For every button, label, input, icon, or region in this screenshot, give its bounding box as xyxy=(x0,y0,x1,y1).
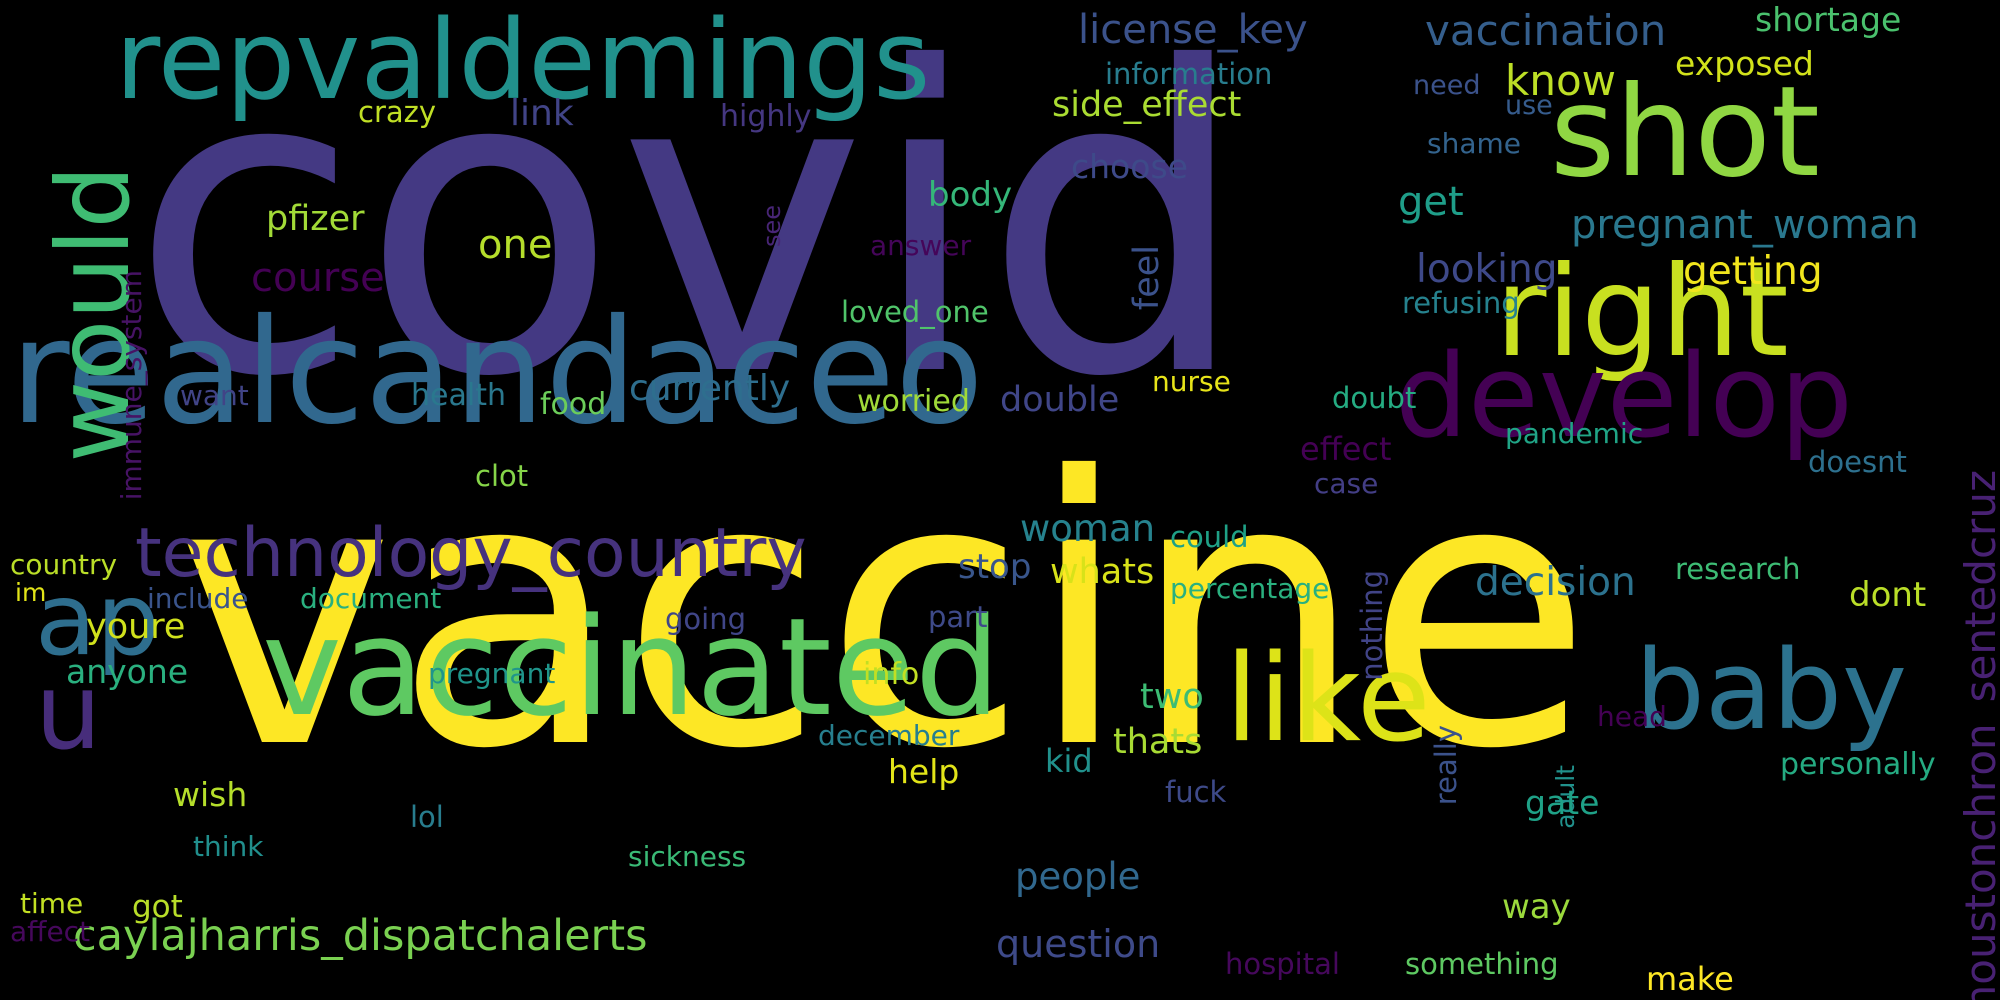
word-see: see xyxy=(758,205,786,248)
word-really: really xyxy=(1429,725,1463,806)
word-got: got xyxy=(132,889,183,925)
word-exposed: exposed xyxy=(1675,44,1814,83)
word-looking: looking xyxy=(1416,247,1558,292)
word-course: course xyxy=(251,255,385,301)
word-stop: stop xyxy=(958,547,1032,587)
word-nothing: nothing xyxy=(1355,570,1389,681)
word-fuck: fuck xyxy=(1165,775,1227,809)
word-covid: covid xyxy=(130,0,1250,469)
word-info: info xyxy=(863,657,920,692)
word-pregnant-woman: pregnant_woman xyxy=(1571,202,1919,248)
word-vaccine: vaccine xyxy=(175,400,1593,830)
word-one: one xyxy=(478,222,553,268)
word-immune-system: immune_system xyxy=(115,270,148,501)
word-time: time xyxy=(20,887,84,920)
word-anyone: anyone xyxy=(66,652,189,691)
word-thats: thats xyxy=(1113,722,1203,762)
word-repvaldemings: repvaldemings xyxy=(115,0,931,124)
word-going: going xyxy=(665,602,746,636)
word-shame: shame xyxy=(1427,127,1521,160)
word-know: know xyxy=(1505,56,1616,105)
word-vaccination: vaccination xyxy=(1425,6,1667,55)
word-use: use xyxy=(1505,90,1553,121)
word-pregnant: pregnant xyxy=(428,657,556,690)
word-affect: affect xyxy=(10,915,91,948)
word-highly: highly xyxy=(720,99,812,134)
word-choose: choose xyxy=(1071,147,1188,186)
word-ap: ap xyxy=(35,561,160,678)
word-want: want xyxy=(180,379,249,412)
word-doesnt: doesnt xyxy=(1808,445,1907,479)
word-like: like xyxy=(1225,630,1431,769)
word-get: get xyxy=(1398,179,1464,225)
word-sickness: sickness xyxy=(628,840,747,873)
word-document: document xyxy=(300,582,442,615)
word-think: think xyxy=(193,830,264,863)
word-shortage: shortage xyxy=(1755,0,1902,39)
word-caylajharris-dispatchalerts: caylajharris_dispatchalerts xyxy=(73,911,648,961)
word-link: link xyxy=(510,93,574,134)
word-effect: effect xyxy=(1300,430,1392,468)
word-baby: baby xyxy=(1635,626,1908,754)
word-crazy: crazy xyxy=(358,95,437,129)
word-body: body xyxy=(928,175,1013,215)
word-dont: dont xyxy=(1849,575,1927,615)
word-woman: woman xyxy=(1020,507,1156,550)
word-wish: wish xyxy=(173,775,248,814)
word-vaccinated: vaccinated xyxy=(262,589,1001,746)
word-shot: shot xyxy=(1550,60,1820,205)
word-case: case xyxy=(1314,467,1379,500)
word-refusing: refusing xyxy=(1402,286,1520,320)
word-im: im xyxy=(15,578,47,607)
word-side-effect: side_effect xyxy=(1052,85,1242,125)
word-include: include xyxy=(147,582,249,615)
word-getting: getting xyxy=(1683,249,1823,294)
word-right: right xyxy=(1495,240,1789,385)
word-percentage: percentage xyxy=(1170,572,1330,605)
word-could: could xyxy=(1170,520,1249,554)
word-personally: personally xyxy=(1780,747,1936,782)
word-hospital: hospital xyxy=(1225,947,1340,981)
word-youre: youre xyxy=(86,607,186,647)
word-head: head xyxy=(1597,700,1667,733)
word-help: help xyxy=(888,752,960,791)
word-food: food xyxy=(540,387,607,422)
word-need: need xyxy=(1413,70,1481,101)
word-u: u xyxy=(35,651,102,773)
word-pfizer: pfizer xyxy=(266,199,365,239)
word-something: something xyxy=(1405,947,1559,981)
word-answer: answer xyxy=(870,229,972,262)
word-information: information xyxy=(1105,57,1273,91)
word-way: way xyxy=(1502,887,1571,927)
word-question: question xyxy=(996,922,1161,966)
word-clot: clot xyxy=(475,459,529,493)
word-kid: kid xyxy=(1045,742,1093,780)
word-country: country xyxy=(10,548,118,581)
word-worried: worried xyxy=(857,384,970,419)
word-double: double xyxy=(1000,380,1120,420)
word-whats: whats xyxy=(1050,552,1155,592)
word-part: part xyxy=(928,600,988,634)
word-lol: lol xyxy=(410,800,444,834)
word-loved-one: loved_one xyxy=(841,295,989,329)
word-research: research xyxy=(1675,552,1801,586)
word-doubt: doubt xyxy=(1332,381,1417,415)
word-license-key: license_key xyxy=(1078,7,1308,53)
word-december: december xyxy=(818,719,960,752)
word-develop: develop xyxy=(1395,330,1853,464)
word-people: people xyxy=(1015,855,1141,898)
word-currently: currently xyxy=(629,368,791,409)
word-nurse: nurse xyxy=(1152,365,1231,398)
word-pandemic: pandemic xyxy=(1505,417,1644,450)
word-health: health xyxy=(411,378,506,413)
word-realcandaceo: realcandaceo xyxy=(10,288,984,457)
word-gate: gate xyxy=(1525,783,1600,822)
word-feel: feel xyxy=(1127,245,1167,311)
word-houstonchron-sentedcruz: houstonchron_sentedcruz xyxy=(1956,470,2000,1000)
word-two: two xyxy=(1140,677,1204,717)
word-decision: decision xyxy=(1475,560,1636,605)
word-make: make xyxy=(1646,960,1734,998)
word-technology-country: technology_country xyxy=(135,514,807,593)
